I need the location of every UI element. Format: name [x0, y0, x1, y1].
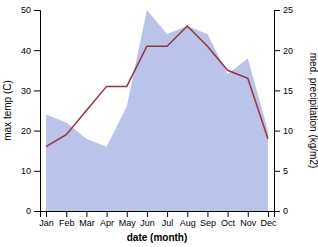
x-axis-title: date (month): [127, 232, 188, 243]
tick-mark: [86, 211, 87, 217]
tick: Feb: [59, 211, 75, 228]
tick-mark: [107, 211, 108, 217]
tick: 50: [21, 5, 40, 15]
tick-mark: [228, 211, 229, 217]
chart: Jan Feb Mar Apr MayJun Jul Aug Sep Oct NovDec 0 10 2…: [0, 0, 318, 247]
tick-mark: [34, 50, 40, 51]
tick-label: 20: [21, 126, 31, 136]
tick-mark: [147, 211, 148, 217]
area: [46, 10, 268, 211]
y-axis-title: max temp (C): [2, 80, 13, 141]
tick: 30: [21, 86, 40, 96]
tick-mark: [268, 211, 269, 217]
tick-mark: [274, 131, 280, 132]
tick: 5: [274, 166, 288, 176]
x-axis: Jan Feb Mar Apr MayJun Jul Aug Sep Oct NovDec: [39, 211, 277, 228]
y2-axis-title: med. precipitation (kg/m2): [308, 53, 318, 169]
tick-mark: [274, 90, 280, 91]
tick-mark: [167, 211, 168, 217]
tick-mark: [66, 211, 67, 217]
axis-line: [41, 212, 275, 218]
tick-mark: [274, 171, 280, 172]
tick: 0: [274, 206, 288, 216]
tick-label: 0: [26, 206, 31, 216]
axis-line: [34, 11, 41, 212]
marks: [46, 10, 268, 211]
line: [46, 26, 268, 147]
tick: Jan: [39, 211, 54, 228]
tick: Jul: [162, 211, 174, 228]
tick: Jun: [140, 211, 155, 228]
tick-label: Mar: [79, 218, 95, 228]
tick: 40: [21, 46, 40, 56]
tick: 15: [274, 86, 293, 96]
tick-label: Apr: [100, 218, 114, 228]
tick: Aug: [180, 211, 196, 228]
tick-mark: [34, 10, 40, 11]
tick: 20: [274, 46, 293, 56]
tick: 10: [21, 166, 40, 176]
tick-mark: [274, 10, 280, 11]
tick: Nov: [240, 211, 257, 228]
tick-label: Sep: [200, 218, 216, 228]
tick-mark: [34, 90, 40, 91]
tick-mark: [34, 131, 40, 132]
tick-mark: [46, 211, 47, 217]
tick: 25: [274, 5, 293, 15]
tick-label: Dec: [260, 218, 277, 228]
tick-mark: [274, 50, 280, 51]
tick-mark: [34, 211, 40, 212]
tick-mark: [127, 211, 128, 217]
tick: 20: [21, 126, 40, 136]
tick-mark: [207, 211, 208, 217]
y2-axis: 0 5 10 15 20 25: [274, 5, 293, 216]
tick: Dec: [260, 211, 277, 228]
tick-label: 0: [283, 206, 288, 216]
tick: Oct: [221, 211, 236, 228]
tick-label: 25: [283, 5, 293, 15]
y-axis: 0 10 20 30 40 50: [21, 5, 41, 216]
tick-label: 10: [21, 166, 31, 176]
tick-label: Jan: [39, 218, 54, 228]
tick-label: Nov: [240, 218, 257, 228]
tick: May: [119, 211, 137, 228]
tick: Sep: [200, 211, 216, 228]
tick-label: Oct: [221, 218, 236, 228]
tick: Apr: [100, 211, 114, 228]
tick-label: Jul: [162, 218, 174, 228]
plot: Jan Feb Mar Apr MayJun Jul Aug Sep Oct NovDec 0 10 2…: [21, 5, 293, 228]
tick-label: May: [119, 218, 137, 228]
tick-label: 10: [283, 126, 293, 136]
tick-label: Feb: [59, 218, 75, 228]
tick-mark: [274, 211, 280, 212]
axis-line: [275, 11, 281, 212]
tick-label: 5: [283, 166, 288, 176]
tick-label: 20: [283, 46, 293, 56]
tick-label: Jun: [140, 218, 155, 228]
tick: 0: [26, 206, 40, 216]
tick-mark: [248, 211, 249, 217]
tick-label: 50: [21, 5, 31, 15]
tick-mark: [34, 171, 40, 172]
tick: 10: [274, 126, 293, 136]
tick-label: 15: [283, 86, 293, 96]
tick-label: 30: [21, 86, 31, 96]
tick-label: Aug: [180, 218, 196, 228]
tick-label: 40: [21, 46, 31, 56]
tick: Mar: [79, 211, 95, 228]
tick-mark: [187, 211, 188, 217]
